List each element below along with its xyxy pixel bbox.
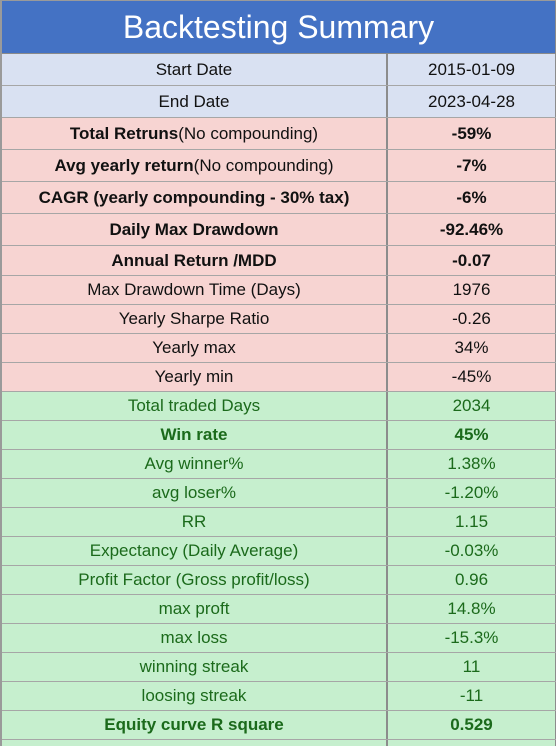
table-row-rr: RR 1.15 (2, 508, 556, 537)
table-row-total-traded-days: Total traded Days 2034 (2, 392, 556, 421)
row-label[interactable]: Yearly max (2, 334, 388, 362)
row-label[interactable]: Yearly min (2, 363, 388, 391)
table-row-total-returns: Total Retruns (No compounding) -59% (2, 118, 556, 150)
row-value[interactable]: 11 (388, 653, 556, 681)
row-label[interactable]: RR (2, 508, 388, 536)
row-label[interactable]: Annual Return /MDD (2, 246, 388, 275)
row-value[interactable]: -0.07 (388, 246, 556, 275)
table-row-cagr: CAGR (yearly compounding - 30% tax) -6% (2, 182, 556, 214)
table-row-avg-loser: avg loser% -1.20% (2, 479, 556, 508)
row-value[interactable]: -1.20% (388, 479, 556, 507)
row-label[interactable]: Avg yearly return (No compounding) (2, 150, 388, 181)
table-row-loosing-streak: loosing streak -11 (2, 682, 556, 711)
row-value[interactable]: -59% (388, 118, 556, 149)
row-label-main: Total Retruns (69, 123, 179, 143)
row-label[interactable]: End Date (2, 86, 388, 117)
row-value[interactable]: -11 (388, 682, 556, 710)
row-value[interactable]: -45% (388, 363, 556, 391)
row-label[interactable]: Max Drawdown Time (Days) (2, 276, 388, 304)
table-row-end-date: End Date 2023-04-28 (2, 86, 556, 118)
row-label[interactable] (2, 740, 388, 746)
table-row-yearly-max: Yearly max 34% (2, 334, 556, 363)
row-label-note: (No compounding) (193, 155, 334, 175)
row-label[interactable]: Yearly Sharpe Ratio (2, 305, 388, 333)
table-row-max-drawdown-time: Max Drawdown Time (Days) 1976 (2, 276, 556, 305)
table-row-partial (2, 740, 556, 746)
row-label[interactable]: Avg winner% (2, 450, 388, 478)
row-label-note: (No compounding) (178, 123, 319, 143)
row-value[interactable]: 1976 (388, 276, 556, 304)
row-label[interactable]: Total traded Days (2, 392, 388, 420)
row-value[interactable]: 34% (388, 334, 556, 362)
table-row-start-date: Start Date 2015-01-09 (2, 54, 556, 86)
row-value[interactable]: 0.96 (388, 566, 556, 594)
row-value[interactable]: 2023-04-28 (388, 86, 556, 117)
row-value[interactable] (388, 740, 556, 746)
table-row-profit-factor: Profit Factor (Gross profit/loss) 0.96 (2, 566, 556, 595)
table-row-yearly-sharpe: Yearly Sharpe Ratio -0.26 (2, 305, 556, 334)
table-row-winning-streak: winning streak 11 (2, 653, 556, 682)
table-row-annual-return-mdd: Annual Return /MDD -0.07 (2, 246, 556, 276)
table-row-max-profit: max proft 14.8% (2, 595, 556, 624)
row-value[interactable]: -6% (388, 182, 556, 213)
row-label-main: Avg yearly return (54, 155, 194, 175)
table-row-expectancy: Expectancy (Daily Average) -0.03% (2, 537, 556, 566)
row-value[interactable]: -0.03% (388, 537, 556, 565)
table-row-max-loss: max loss -15.3% (2, 624, 556, 653)
row-label[interactable]: Win rate (2, 421, 388, 449)
table-row-yearly-min: Yearly min -45% (2, 363, 556, 392)
row-label[interactable]: Expectancy (Daily Average) (2, 537, 388, 565)
row-value[interactable]: -15.3% (388, 624, 556, 652)
row-value[interactable]: 2034 (388, 392, 556, 420)
row-value[interactable]: 45% (388, 421, 556, 449)
table-row-avg-yearly-return: Avg yearly return (No compounding) -7% (2, 150, 556, 182)
row-label[interactable]: max proft (2, 595, 388, 623)
row-label[interactable]: winning streak (2, 653, 388, 681)
table-row-win-rate: Win rate 45% (2, 421, 556, 450)
row-label[interactable]: max loss (2, 624, 388, 652)
row-label[interactable]: Profit Factor (Gross profit/loss) (2, 566, 388, 594)
row-label[interactable]: avg loser% (2, 479, 388, 507)
row-value[interactable]: 2015-01-09 (388, 54, 556, 85)
row-label[interactable]: Daily Max Drawdown (2, 214, 388, 245)
row-label[interactable]: Start Date (2, 54, 388, 85)
row-value[interactable]: -7% (388, 150, 556, 181)
table-title[interactable]: Backtesting Summary (2, 1, 556, 54)
row-value[interactable]: 0.529 (388, 711, 556, 739)
table-row-daily-max-drawdown: Daily Max Drawdown -92.46% (2, 214, 556, 246)
row-label[interactable]: Equity curve R square (2, 711, 388, 739)
row-label[interactable]: Total Retruns (No compounding) (2, 118, 388, 149)
row-value[interactable]: 1.38% (388, 450, 556, 478)
row-value[interactable]: 14.8% (388, 595, 556, 623)
table-row-equity-r-square: Equity curve R square 0.529 (2, 711, 556, 740)
row-value[interactable]: -0.26 (388, 305, 556, 333)
table-row-avg-winner: Avg winner% 1.38% (2, 450, 556, 479)
row-label[interactable]: CAGR (yearly compounding - 30% tax) (2, 182, 388, 213)
row-value[interactable]: -92.46% (388, 214, 556, 245)
row-label[interactable]: loosing streak (2, 682, 388, 710)
row-value[interactable]: 1.15 (388, 508, 556, 536)
